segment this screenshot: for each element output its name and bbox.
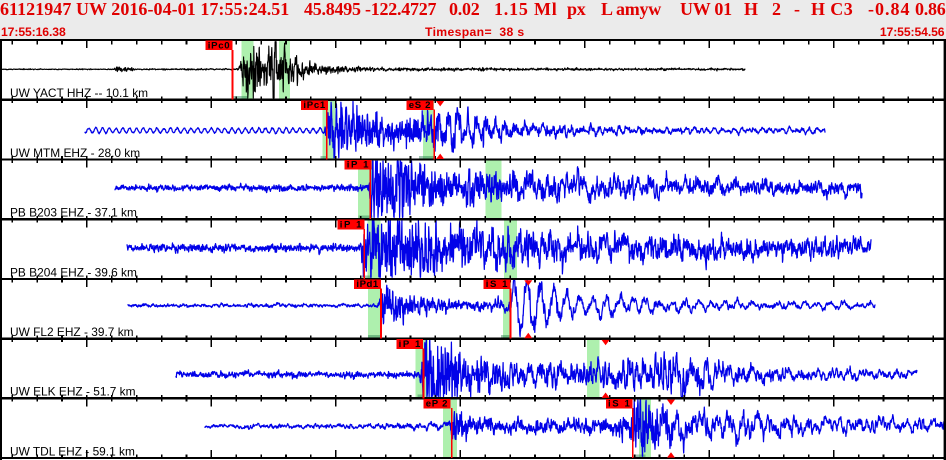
svg-text:UW ELK EHZ - 51.7 km: UW ELK EHZ - 51.7 km xyxy=(10,385,136,399)
svg-text:iP 1: iP 1 xyxy=(340,219,362,230)
svg-text:iPc1: iPc1 xyxy=(303,100,325,111)
svg-text:UW YACT HHZ -- 10.1 km: UW YACT HHZ -- 10.1 km xyxy=(10,86,148,100)
svg-text:eS 2: eS 2 xyxy=(409,100,431,111)
svg-text:iS 1: iS 1 xyxy=(608,399,630,410)
svg-text:UW FL2 EHZ - 39.7 km: UW FL2 EHZ - 39.7 km xyxy=(10,325,134,339)
svg-text:iPd1: iPd1 xyxy=(356,279,378,290)
svg-text:PB B204 EHZ - 39.6 km: PB B204 EHZ - 39.6 km xyxy=(10,265,137,279)
svg-text:iP 1: iP 1 xyxy=(347,160,369,171)
svg-text:UW MTM EHZ - 28.0 km: UW MTM EHZ - 28.0 km xyxy=(10,146,140,160)
svg-text:iS 1: iS 1 xyxy=(486,279,508,290)
svg-text:eP 2: eP 2 xyxy=(426,399,448,410)
svg-text:iPc0: iPc0 xyxy=(208,40,230,51)
svg-text:PB B203 EHZ - 37.1 km: PB B203 EHZ - 37.1 km xyxy=(10,206,137,220)
svg-text:UW TDL EHZ - 59.1 km: UW TDL EHZ - 59.1 km xyxy=(10,444,135,458)
svg-text:iP 1: iP 1 xyxy=(399,339,421,350)
